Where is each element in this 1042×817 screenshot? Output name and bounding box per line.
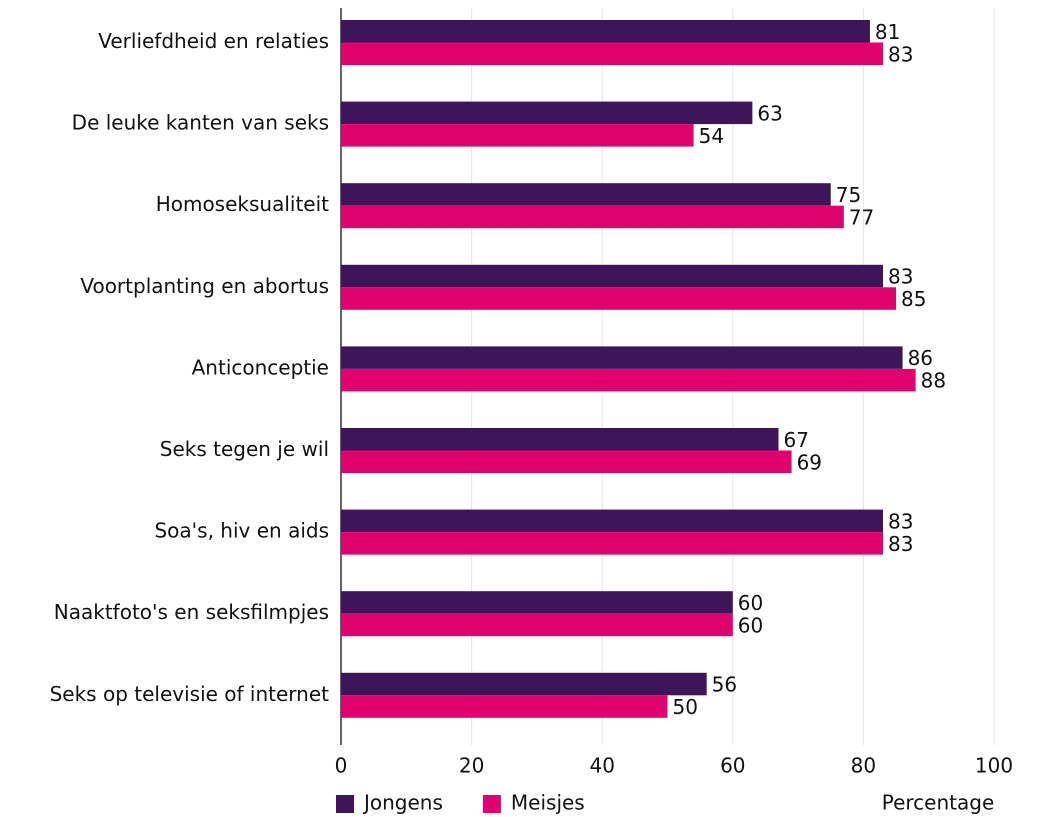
y-tick-label: Seks op televisie of internet (50, 682, 330, 706)
bar (341, 101, 753, 125)
value-label: 63 (757, 101, 782, 125)
bar (341, 450, 792, 473)
value-label: 88 (921, 369, 946, 393)
value-label: 54 (699, 124, 724, 148)
bar (341, 346, 903, 369)
value-label: 60 (738, 591, 763, 615)
value-label: 81 (875, 20, 900, 44)
bar (341, 672, 707, 696)
y-tick-label: Naaktfoto's en seksfilmpjes (54, 600, 329, 624)
x-axis-label: Percentage (882, 791, 995, 815)
legend-swatch (336, 795, 354, 813)
bar (341, 124, 694, 147)
y-tick-label: Voortplanting en abortus (80, 274, 329, 298)
value-label: 75 (836, 183, 861, 207)
bar (341, 428, 779, 451)
bar (341, 613, 733, 637)
bar (341, 264, 883, 288)
y-tick-label: Homoseksualiteit (156, 192, 329, 216)
value-label: 50 (673, 695, 698, 719)
y-tick-label: Seks tegen je wil (160, 437, 329, 461)
value-label: 86 (908, 346, 933, 370)
bar (341, 205, 844, 229)
value-label: 60 (738, 613, 763, 637)
value-label: 77 (849, 205, 874, 229)
value-label: 67 (784, 428, 809, 452)
bar (341, 695, 668, 718)
bar (341, 591, 733, 614)
x-tick-label: 100 (975, 754, 1013, 778)
legend-label: Jongens (362, 791, 443, 815)
y-tick-label: Soa's, hiv en aids (154, 519, 329, 543)
value-label: 69 (797, 450, 822, 474)
value-label: 56 (712, 673, 737, 697)
bar (341, 20, 870, 43)
bar (341, 532, 883, 555)
x-tick-label: 40 (589, 754, 614, 778)
value-label: 85 (901, 287, 926, 311)
value-label: 83 (888, 509, 913, 533)
bar (341, 287, 897, 310)
value-label: 83 (888, 532, 913, 556)
bar (341, 368, 916, 392)
x-tick-label: 0 (335, 754, 348, 778)
y-tick-label: Anticonceptie (192, 355, 329, 379)
bar (341, 42, 883, 65)
y-tick-label: De leuke kanten van seks (72, 111, 329, 135)
value-label: 83 (888, 265, 913, 289)
value-label: 83 (888, 42, 913, 66)
y-tick-label: Verliefdheid en relaties (98, 29, 329, 53)
legend-swatch (482, 795, 501, 813)
x-tick-label: 60 (720, 754, 745, 778)
bar (341, 183, 831, 206)
bar (341, 509, 883, 533)
x-tick-label: 20 (459, 754, 484, 778)
legend-label: Meisjes (511, 791, 585, 815)
x-tick-label: 80 (851, 754, 876, 778)
